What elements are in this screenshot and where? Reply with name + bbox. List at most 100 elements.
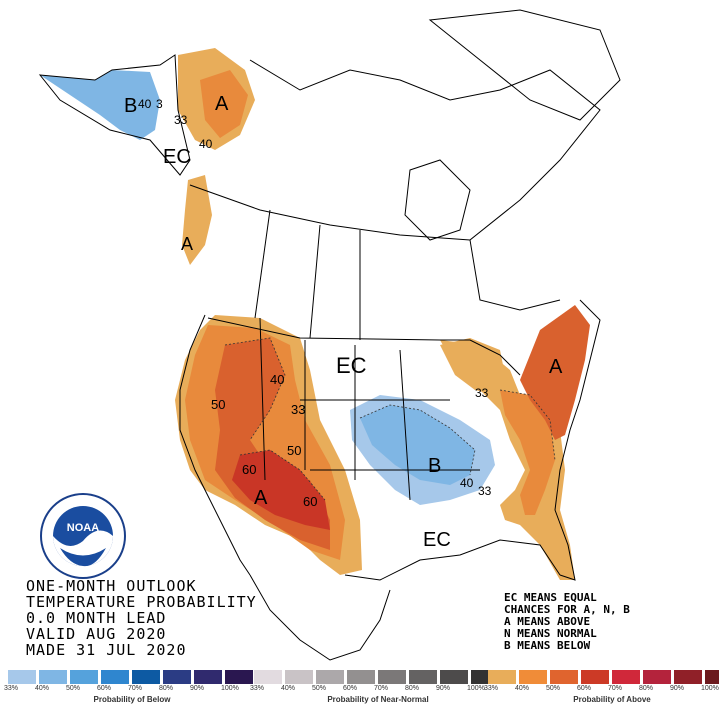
gulf-coast-line (344, 539, 561, 581)
scale-tick-near-normal-4: 70% (374, 685, 389, 692)
sw-above-60-region (232, 450, 330, 530)
scale-tick-above-0: 33% (484, 685, 499, 692)
scale-above: 33% 40% 50% 60% 70% 80% 90% 100% Probability of … (484, 670, 719, 704)
contour-sw-60 (239, 449, 326, 501)
swatch-above-6 (674, 670, 702, 684)
swatch-below-7 (225, 670, 253, 684)
scale-tick-above-6: 90% (670, 685, 685, 692)
hudson-bay (404, 159, 471, 241)
swatch-above-0 (488, 670, 516, 684)
contour-west-50 (224, 337, 286, 441)
swatch-above-2 (550, 670, 578, 684)
swatch-below-5 (163, 670, 191, 684)
legend-note-1: EC MEANS EQUAL (504, 591, 597, 604)
map-outlines (38, 9, 621, 661)
swatch-below-6 (194, 670, 222, 684)
label-west-33: 33 (291, 402, 305, 417)
scale-tick-below-6: 90% (190, 685, 205, 692)
scale-tick-near-normal-3: 60% (343, 685, 358, 692)
west-coast-line (179, 314, 251, 576)
scale-label-above: Probability of Above (573, 695, 651, 704)
swatch-below-1 (39, 670, 67, 684)
label-alaska-33: 3 (156, 97, 163, 111)
label-yukon-33: 33 (174, 113, 188, 127)
scale-ticks-below: 33% 40% 50% 60% 70% 80% 90% 100% (4, 684, 256, 694)
scale-swatches-near-normal (254, 670, 502, 684)
greenland (428, 9, 621, 121)
scale-below: 33% 40% 50% 60% 70% 80% 90% 100% Probability of … (4, 670, 256, 704)
noaa-logo: NOAA (40, 493, 126, 579)
scale-ticks-near-normal: 33% 40% 50% 60% 70% 80% 90% 100% (250, 684, 502, 694)
scale-tick-near-normal-2: 50% (312, 685, 327, 692)
title-line-5: MADE 31 JUL 2020 (26, 641, 187, 659)
scale-tick-near-normal-0: 33% (250, 685, 265, 692)
scale-swatches-above (488, 670, 719, 684)
legend-note-4: N MEANS NORMAL (504, 627, 597, 640)
logo-gull (60, 548, 106, 567)
east-above-33-region (440, 340, 575, 580)
alaska-coast (38, 54, 191, 176)
title-line-4: VALID AUG 2020 (26, 625, 167, 643)
scale-tick-near-normal-1: 40% (281, 685, 296, 692)
swatch-near-normal-1 (285, 670, 313, 684)
title-line-1: ONE-MONTH OUTLOOK (26, 577, 197, 595)
scale-tick-below-5: 80% (159, 685, 174, 692)
yukon-above-40-region (200, 70, 248, 138)
swatch-near-normal-4 (378, 670, 406, 684)
east-above-50-region (520, 305, 590, 440)
scale-tick-above-7: 100% (701, 685, 719, 692)
scale-tick-above-3: 60% (577, 685, 592, 692)
province-line-2 (309, 224, 321, 339)
midwest-below-40-region (360, 405, 475, 485)
label-lakes-33: 33 (475, 386, 489, 400)
state-line-4 (399, 349, 411, 501)
scale-tick-near-normal-7: 100% (467, 685, 485, 692)
us-canada-border (207, 317, 521, 376)
scale-label-below: Probability of Below (93, 695, 171, 704)
outlook-title-block: ONE-MONTH OUTLOOK TEMPERATURE PROBABILIT… (26, 578, 257, 658)
scale-tick-below-1: 40% (35, 685, 50, 692)
label-sw-above: A (254, 487, 268, 509)
scale-ticks-above: 33% 40% 50% 60% 70% 80% 90% 100% (484, 684, 719, 694)
swatch-above-3 (581, 670, 609, 684)
scale-near-normal: 33% 40% 50% 60% 70% 80% 90% 100% Probability of … (250, 670, 502, 704)
swatch-above-4 (612, 670, 640, 684)
scale-tick-near-normal-6: 90% (436, 685, 451, 692)
lakes-above-region (440, 338, 505, 395)
label-west-40: 40 (270, 372, 284, 387)
alaska-below-region (40, 70, 160, 140)
scale-tick-below-0: 33% (4, 685, 19, 692)
swatch-below-3 (101, 670, 129, 684)
east-above-40-region (500, 390, 555, 515)
label-midwest-40: 40 (460, 476, 474, 490)
swatch-above-1 (519, 670, 547, 684)
swatch-below-0 (8, 670, 36, 684)
legend-note-5: B MEANS BELOW (504, 639, 591, 652)
label-east-above: A (549, 356, 563, 378)
title-line-3: 0.0 MONTH LEAD (26, 609, 167, 627)
legend-notes: EC MEANS EQUAL CHANCES FOR A, N, B A MEA… (504, 592, 630, 652)
arctic-coast (249, 59, 601, 311)
scale-tick-above-4: 70% (608, 685, 623, 692)
label-west-50: 50 (211, 397, 225, 412)
scale-tick-below-3: 60% (97, 685, 112, 692)
label-yukon-above: A (215, 93, 229, 115)
legend-note-3: A MEANS ABOVE (504, 615, 591, 628)
label-sw-50: 50 (287, 443, 301, 458)
label-south-ec: EC (423, 529, 451, 551)
swatch-near-normal-5 (409, 670, 437, 684)
label-midwest-below: B (428, 455, 441, 477)
swatch-near-normal-2 (316, 670, 344, 684)
bc-above-region (182, 175, 212, 265)
logo-text: NOAA (67, 522, 99, 534)
province-line-1 (254, 209, 271, 319)
swatch-near-normal-3 (347, 670, 375, 684)
mexico-coast (249, 574, 391, 661)
swatch-below-2 (70, 670, 98, 684)
swatch-above-5 (643, 670, 671, 684)
label-midwest-33: 33 (478, 484, 492, 498)
title-line-2: TEMPERATURE PROBABILITY (26, 593, 257, 611)
legend-note-2: CHANCES FOR A, N, B (504, 603, 630, 616)
label-alaska-40: 40 (138, 97, 152, 111)
scale-tick-above-5: 80% (639, 685, 654, 692)
